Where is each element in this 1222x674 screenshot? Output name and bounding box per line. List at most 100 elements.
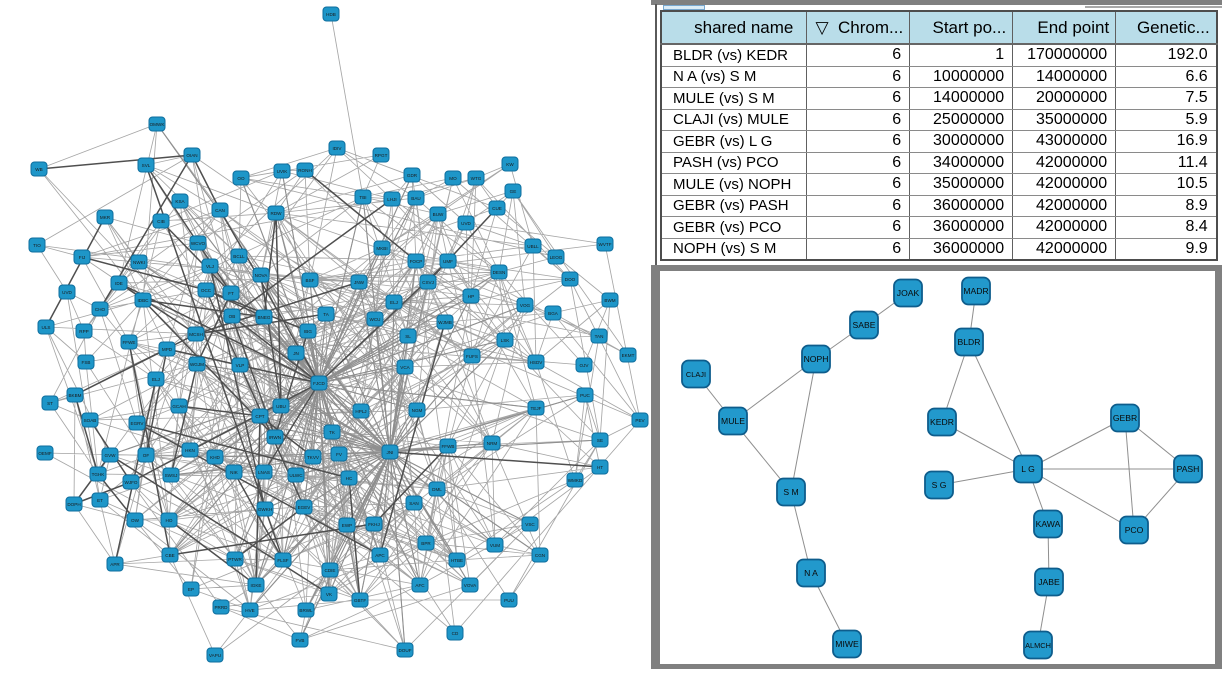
svg-text:IDIV: IDIV: [333, 146, 343, 151]
svg-text:SL: SL: [405, 334, 411, 339]
svg-text:AFC: AFC: [415, 583, 425, 588]
svg-text:CD: CD: [452, 631, 459, 636]
svg-text:NOPH: NOPH: [804, 354, 829, 364]
svg-text:MPD: MPD: [162, 347, 173, 352]
svg-text:LNAS: LNAS: [258, 470, 270, 475]
svg-text:FKHJ: FKHJ: [368, 522, 379, 527]
svg-text:MIWE: MIWE: [835, 639, 859, 649]
svg-text:GWKH: GWKH: [258, 507, 272, 512]
svg-text:CAN: CAN: [215, 208, 225, 213]
svg-text:FV: FV: [336, 452, 343, 457]
svg-text:PTWR: PTWR: [228, 557, 242, 562]
svg-text:GBTF: GBTF: [354, 598, 366, 603]
svg-text:NOVA: NOVA: [255, 273, 269, 278]
svg-text:DOO: DOO: [565, 277, 576, 282]
svg-text:TIO: TIO: [33, 243, 41, 248]
svg-text:BUW: BUW: [433, 212, 444, 217]
svg-text:SABE: SABE: [853, 320, 876, 330]
svg-text:KAWA: KAWA: [1036, 519, 1061, 529]
svg-text:WTG: WTG: [471, 176, 482, 181]
svg-text:UVIK: UVIK: [277, 169, 289, 174]
svg-text:MCSH: MCSH: [189, 332, 203, 337]
svg-text:MO: MO: [449, 176, 457, 181]
svg-text:CSVJ: CSVJ: [422, 280, 434, 285]
svg-text:SVL: SVL: [142, 163, 151, 168]
svg-text:HKN: HKN: [185, 448, 195, 453]
svg-text:JNI: JNI: [387, 450, 394, 455]
svg-text:GDR: GDR: [407, 173, 418, 178]
svg-text:WJFO: WJFO: [124, 480, 137, 485]
svg-text:CLAJI: CLAJI: [686, 370, 706, 379]
svg-text:DOPH: DOPH: [67, 502, 80, 507]
svg-text:VOG: VOG: [520, 303, 531, 308]
svg-text:TEJF: TEJF: [531, 406, 542, 411]
svg-text:PUU: PUU: [504, 598, 514, 603]
svg-text:ULS: ULS: [42, 325, 51, 330]
svg-text:UBU: UBU: [276, 404, 286, 409]
svg-text:TAN: TAN: [595, 334, 604, 339]
svg-text:ULWC: ULWC: [289, 473, 303, 478]
svg-text:KEDR: KEDR: [930, 417, 954, 427]
svg-text:CUE: CUE: [492, 206, 502, 211]
svg-text:FJCD: FJCD: [313, 381, 325, 386]
svg-text:OW: OW: [131, 518, 140, 523]
svg-text:VLP: VLP: [236, 363, 245, 368]
svg-text:IDE: IDE: [115, 281, 123, 286]
svg-text:OF: OF: [143, 453, 150, 458]
svg-text:NRM: NRM: [487, 441, 498, 446]
svg-text:CHO: CHO: [95, 307, 106, 312]
svg-text:DOUF: DOUF: [398, 648, 411, 653]
svg-text:L G: L G: [1021, 464, 1035, 474]
svg-text:APC: APC: [375, 553, 385, 558]
svg-text:JOAK: JOAK: [897, 288, 920, 298]
svg-text:NGM: NGM: [412, 408, 423, 413]
svg-text:ELJ: ELJ: [152, 377, 160, 382]
svg-text:OEMF: OEMF: [38, 451, 51, 456]
svg-text:VK: VK: [326, 592, 333, 597]
svg-text:FOCP: FOCP: [410, 259, 423, 264]
svg-text:GE: GE: [510, 189, 517, 194]
svg-text:OCC: OCC: [201, 288, 212, 293]
svg-text:OO: OO: [237, 176, 245, 181]
svg-text:WGJM: WGJM: [190, 362, 204, 367]
svg-text:EGEV: EGEV: [298, 505, 312, 510]
svg-text:BKBM: BKBM: [68, 393, 81, 398]
svg-text:HDB: HDB: [326, 12, 336, 17]
svg-text:ST: ST: [47, 401, 53, 406]
svg-text:LEOG: LEOG: [550, 255, 563, 260]
svg-text:BCLL: BCLL: [233, 254, 245, 259]
svg-text:GEBR: GEBR: [1113, 413, 1137, 423]
svg-text:HVE: HVE: [245, 608, 254, 613]
svg-text:GVW: GVW: [105, 453, 117, 458]
svg-text:BAU: BAU: [411, 196, 420, 201]
svg-text:CPT: CPT: [255, 414, 264, 419]
svg-text:PASH: PASH: [1177, 464, 1200, 474]
svg-text:UVD: UVD: [461, 221, 471, 226]
svg-text:VCA: VCA: [400, 365, 410, 370]
svg-text:ELJ: ELJ: [390, 300, 398, 305]
svg-text:CGN: CGN: [535, 553, 545, 558]
svg-text:PRRD: PRRD: [214, 605, 228, 610]
svg-text:ALMCH: ALMCH: [1025, 641, 1051, 650]
svg-text:RONH: RONH: [298, 168, 312, 173]
svg-text:APR: APR: [110, 562, 120, 567]
svg-text:DML: DML: [432, 487, 442, 492]
svg-text:VAPU: VAPU: [209, 653, 221, 658]
svg-text:EP: EP: [188, 587, 194, 592]
svg-text:FT: FT: [228, 291, 234, 296]
svg-text:HPLJ: HPLJ: [355, 409, 366, 414]
svg-text:HT: HT: [597, 465, 603, 470]
svg-text:HO: HO: [166, 518, 173, 523]
svg-text:KSA: KSA: [175, 199, 185, 204]
svg-text:MKBI: MKBI: [376, 246, 387, 251]
svg-text:IGKE: IGKE: [251, 583, 262, 588]
svg-text:UMF: UMF: [443, 259, 453, 264]
svg-text:FSB: FSB: [82, 360, 91, 365]
svg-text:S M: S M: [783, 487, 798, 497]
svg-text:BGA: BGA: [548, 311, 559, 316]
svg-text:UBLL: UBLL: [527, 244, 539, 249]
svg-text:CIB: CIB: [157, 219, 165, 224]
svg-text:UVD: UVD: [62, 290, 72, 295]
svg-text:KHD: KHD: [210, 455, 220, 460]
svg-text:BPR: BPR: [421, 541, 431, 546]
